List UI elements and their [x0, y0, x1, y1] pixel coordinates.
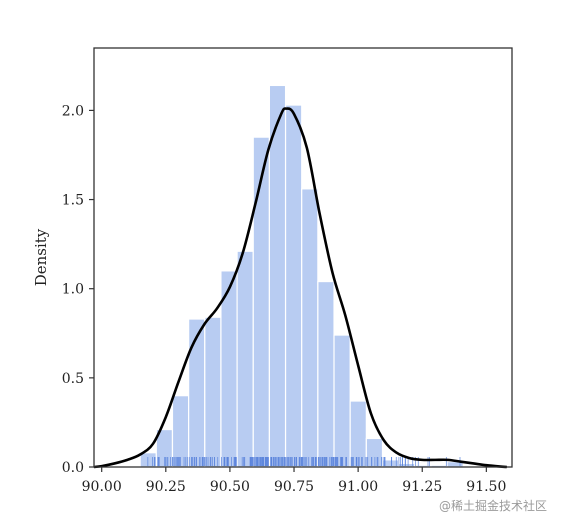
histogram-bar-4	[204, 316, 222, 468]
plot-frame	[93, 47, 513, 468]
y-tick-label: 1.5	[62, 193, 84, 209]
histogram-bar-0	[139, 452, 157, 468]
y-axis-ticks: 0.0 0.5 1.0 1.5 2.0	[62, 103, 94, 476]
y-tick-label: 0.0	[62, 460, 84, 476]
x-tick-label: 91.50	[466, 479, 506, 495]
histogram-bar-11	[317, 280, 335, 468]
histogram-bar-3	[188, 318, 206, 468]
histogram-bar-12	[333, 334, 351, 468]
y-tick-label: 2.0	[62, 103, 84, 119]
histogram-bar-7	[252, 136, 271, 468]
kde-curve	[93, 107, 507, 469]
histogram-bar-2	[171, 395, 190, 468]
x-axis-ticks: 90.00 90.25 90.50 90.75 91.00 91.25 91.50	[82, 467, 506, 495]
x-tick-label: 90.25	[146, 479, 186, 495]
x-tick-label: 90.00	[82, 479, 122, 495]
y-tick-label: 0.5	[62, 371, 84, 387]
histogram-bar-6	[236, 250, 254, 468]
x-tick-label: 91.25	[402, 479, 442, 495]
histogram-bar-10	[301, 188, 319, 468]
y-axis-label: Density	[32, 228, 50, 286]
y-tick-label: 1.0	[62, 282, 84, 298]
x-tick-label: 90.50	[210, 479, 250, 495]
x-tick-label: 91.00	[338, 479, 378, 495]
histogram-bar-9	[284, 104, 303, 468]
histogram-bars	[139, 84, 464, 468]
histogram-bar-14	[365, 437, 384, 468]
x-tick-label: 90.75	[274, 479, 314, 495]
watermark: @稀土掘金技术社区	[438, 499, 547, 513]
rug-marks	[147, 457, 461, 466]
